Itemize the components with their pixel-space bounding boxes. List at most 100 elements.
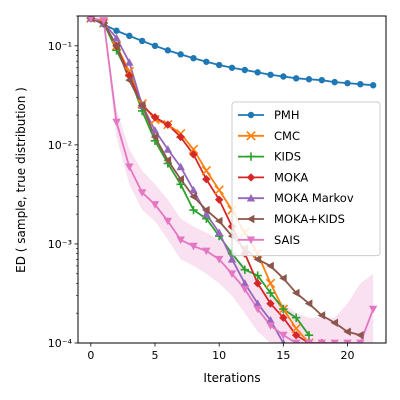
point-moka-kids xyxy=(125,75,133,85)
point-sais xyxy=(227,270,237,278)
point-moka-markov xyxy=(240,279,250,287)
point-moka-markov xyxy=(163,145,173,153)
series-line-moka-markov xyxy=(90,17,285,343)
point-cmc xyxy=(188,144,199,155)
point-sais xyxy=(304,339,314,343)
point-pmh xyxy=(331,78,338,86)
point-pmh xyxy=(164,47,172,54)
point-pmh xyxy=(177,51,184,58)
series-line-moka-kids xyxy=(90,17,361,337)
point-moka-kids xyxy=(356,330,364,340)
point-moka-markov xyxy=(150,126,160,134)
legend-box xyxy=(231,101,381,257)
legend: PMH CMC KIDS MOKA MOKA Markov MOKA+KIDS SAIS xyxy=(231,101,381,257)
x-tick-label: 15 xyxy=(276,349,290,362)
point-pmh xyxy=(203,58,210,65)
legend-marker-pmh xyxy=(247,111,255,119)
point-moka-kids xyxy=(189,192,197,201)
point-pmh xyxy=(113,27,120,34)
point-sais xyxy=(317,339,327,343)
point-kids xyxy=(240,265,250,274)
point-kids xyxy=(189,205,198,215)
point-kids xyxy=(279,304,288,314)
x-axis-label: Iterations xyxy=(203,371,260,385)
legend-label-moka-markov: MOKA Markov xyxy=(274,191,354,205)
point-moka-markov xyxy=(202,209,211,218)
legend-label-kids: KIDS xyxy=(274,150,301,164)
point-moka xyxy=(253,279,262,288)
plot-frame xyxy=(77,15,387,344)
point-pmh xyxy=(228,64,236,71)
point-pmh xyxy=(215,61,223,69)
point-sais xyxy=(330,339,339,343)
series-markers xyxy=(86,16,378,343)
point-moka-kids xyxy=(137,101,146,110)
point-pmh xyxy=(280,73,287,80)
legend-label-sais: SAIS xyxy=(274,233,300,247)
point-sais xyxy=(163,217,173,226)
point-pmh xyxy=(292,75,300,82)
point-sais xyxy=(266,322,275,330)
legend-marker-moka xyxy=(246,173,256,182)
point-moka xyxy=(214,195,224,204)
legend-label-moka-kids: MOKA+KIDS xyxy=(274,212,345,226)
legend-marker-kids xyxy=(246,152,256,161)
point-sais xyxy=(176,236,185,245)
point-kids xyxy=(253,271,262,280)
point-sais xyxy=(150,201,160,209)
point-sais xyxy=(291,339,301,343)
y-tick-label: 10⁻¹ xyxy=(48,40,72,53)
point-moka-kids xyxy=(214,216,223,226)
point-moka-markov xyxy=(214,228,224,237)
legend-marker-sais xyxy=(246,236,256,244)
point-sais xyxy=(87,16,95,23)
point-pmh xyxy=(254,69,261,76)
point-pmh xyxy=(126,32,133,40)
point-moka-kids xyxy=(304,299,313,308)
point-sais xyxy=(99,17,108,25)
point-sais xyxy=(253,305,262,314)
x-tick-label: 20 xyxy=(341,349,355,362)
point-sais xyxy=(356,339,365,343)
y-tick-label: 10⁻⁴ xyxy=(48,337,73,350)
point-pmh xyxy=(151,42,159,50)
point-sais xyxy=(125,163,134,172)
point-moka-kids xyxy=(317,311,326,320)
legend-marker-moka-kids xyxy=(246,214,255,224)
point-sais xyxy=(202,247,211,256)
y-axis: 10⁻⁴ 10⁻³ 10⁻² 10⁻¹ xyxy=(48,15,78,350)
x-tick-label: 0 xyxy=(87,349,94,362)
point-sais xyxy=(112,118,121,127)
point-moka xyxy=(150,113,160,122)
y-axis-label: ED ( sample, true distribution ) xyxy=(14,87,28,273)
point-pmh xyxy=(369,82,377,89)
point-pmh xyxy=(318,76,326,84)
legend-marker-moka-markov xyxy=(246,194,256,202)
point-pmh xyxy=(305,76,313,83)
point-kids xyxy=(304,330,314,340)
point-sais xyxy=(189,242,198,251)
point-moka xyxy=(266,299,275,308)
point-cmc xyxy=(214,185,224,195)
x-tick-label: 10 xyxy=(212,349,226,362)
point-moka xyxy=(189,150,198,159)
point-cmc xyxy=(265,278,276,289)
point-moka-markov xyxy=(176,162,185,171)
point-moka-kids xyxy=(176,175,185,184)
point-pmh xyxy=(267,71,274,78)
point-moka-markov xyxy=(227,255,237,263)
point-moka xyxy=(202,175,211,184)
point-moka-kids xyxy=(343,327,351,336)
point-sais xyxy=(343,339,352,343)
point-moka-markov xyxy=(280,338,286,343)
point-moka xyxy=(163,120,173,129)
point-moka-kids xyxy=(112,41,120,51)
legend-label-pmh: PMH xyxy=(274,108,300,122)
point-moka-markov xyxy=(266,315,275,324)
x-tick-label: 5 xyxy=(152,349,159,362)
point-kids xyxy=(291,313,301,322)
series-line-cmc xyxy=(90,17,310,343)
point-moka-markov xyxy=(189,185,198,194)
point-moka-kids xyxy=(279,274,287,283)
